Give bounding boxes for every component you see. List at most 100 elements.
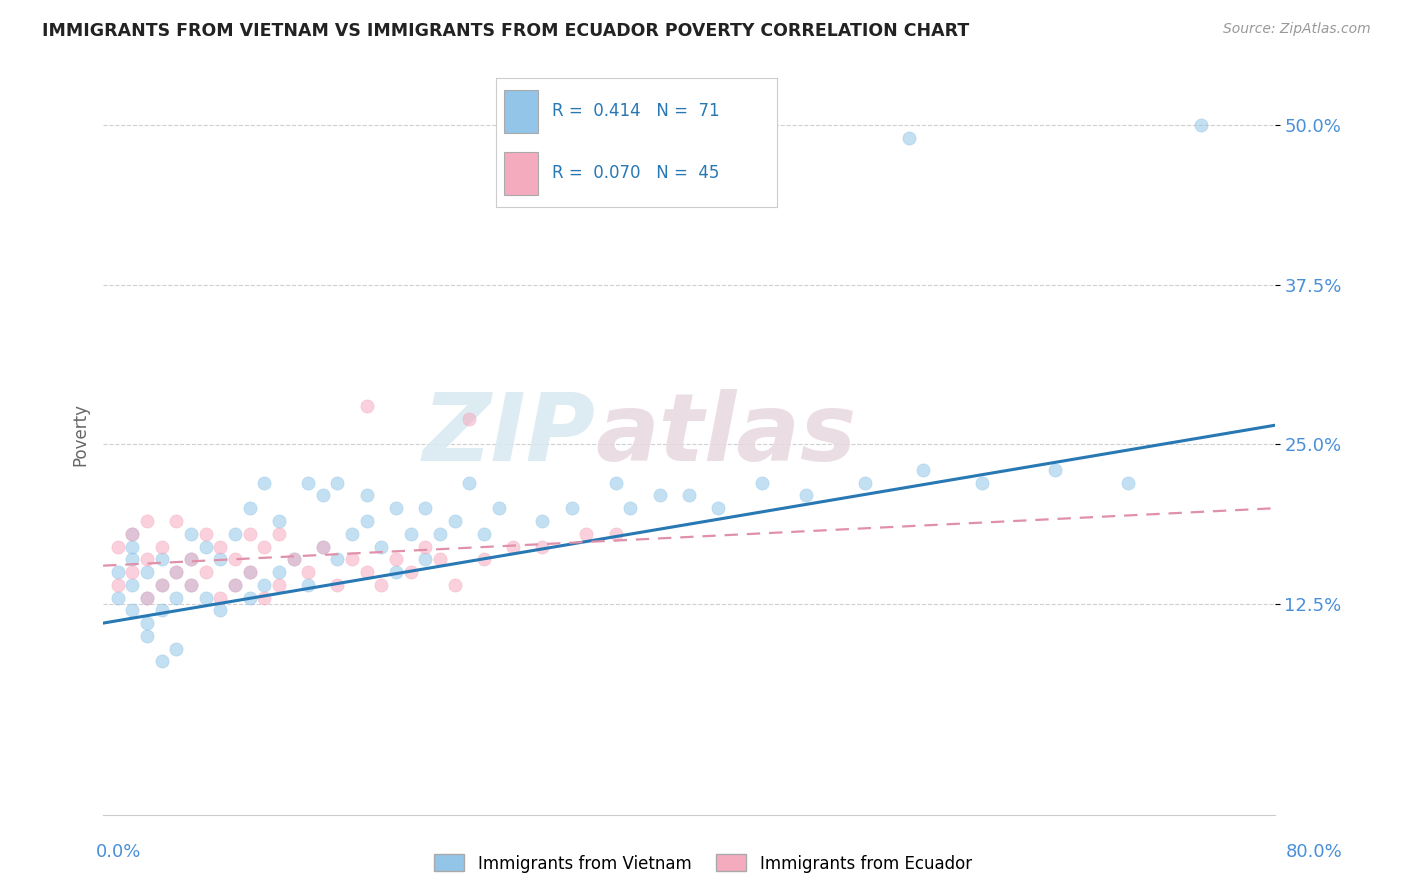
Point [429,526,451,541]
Point [150,540,173,554]
Point [107,565,129,579]
Point [165,565,187,579]
Point [253,578,276,592]
Point [458,412,481,426]
Point [121,565,143,579]
Point [209,552,232,566]
Point [531,514,554,528]
Point [326,552,349,566]
Point [385,565,408,579]
Point [239,565,262,579]
Point [107,578,129,592]
Point [326,578,349,592]
Point [297,578,319,592]
Text: 0.0%: 0.0% [96,843,141,861]
Point [194,526,217,541]
Point [531,540,554,554]
Point [340,526,363,541]
Point [224,578,246,592]
Point [165,514,187,528]
Point [150,552,173,566]
Point [194,565,217,579]
Point [751,475,773,490]
Text: ZIP: ZIP [422,389,595,481]
Point [121,526,143,541]
Point [385,552,408,566]
Legend: Immigrants from Vietnam, Immigrants from Ecuador: Immigrants from Vietnam, Immigrants from… [427,847,979,880]
Point [472,552,495,566]
Point [165,565,187,579]
Text: 80.0%: 80.0% [1286,843,1343,861]
Text: Source: ZipAtlas.com: Source: ZipAtlas.com [1223,22,1371,37]
Point [180,578,202,592]
Point [209,591,232,605]
Point [458,475,481,490]
Point [180,552,202,566]
Point [399,526,422,541]
Point [121,578,143,592]
Point [180,526,202,541]
Point [136,591,159,605]
Point [267,514,290,528]
Text: IMMIGRANTS FROM VIETNAM VS IMMIGRANTS FROM ECUADOR POVERTY CORRELATION CHART: IMMIGRANTS FROM VIETNAM VS IMMIGRANTS FR… [42,22,969,40]
Point [619,501,641,516]
Point [107,540,129,554]
Point [194,591,217,605]
Point [605,526,627,541]
Point [150,603,173,617]
Point [561,501,583,516]
Point [575,526,598,541]
Point [370,578,392,592]
Point [648,488,671,502]
Point [1043,463,1066,477]
Point [356,514,378,528]
Point [297,475,319,490]
Point [253,540,276,554]
Point [413,501,436,516]
Point [794,488,817,502]
Point [267,565,290,579]
Point [136,565,159,579]
Point [165,591,187,605]
Point [136,552,159,566]
Point [121,603,143,617]
Point [239,565,262,579]
Point [150,578,173,592]
Point [297,565,319,579]
Point [897,131,920,145]
Point [399,565,422,579]
Point [136,629,159,643]
Point [239,501,262,516]
Point [502,540,524,554]
Point [121,540,143,554]
Point [209,540,232,554]
Point [385,501,408,516]
Point [912,463,935,477]
Point [136,514,159,528]
Point [413,540,436,554]
Point [136,591,159,605]
Point [253,591,276,605]
Point [1191,119,1213,133]
Point [370,540,392,554]
Point [678,488,700,502]
Point [239,591,262,605]
Point [150,654,173,668]
Point [180,578,202,592]
Point [413,552,436,566]
Point [472,526,495,541]
Point [356,488,378,502]
Point [150,578,173,592]
Point [312,540,335,554]
Point [136,616,159,631]
Point [283,552,305,566]
Point [312,488,335,502]
Point [970,475,993,490]
Point [121,552,143,566]
Point [707,501,730,516]
Point [853,475,876,490]
Point [224,578,246,592]
Point [209,603,232,617]
Point [443,514,465,528]
Point [443,578,465,592]
